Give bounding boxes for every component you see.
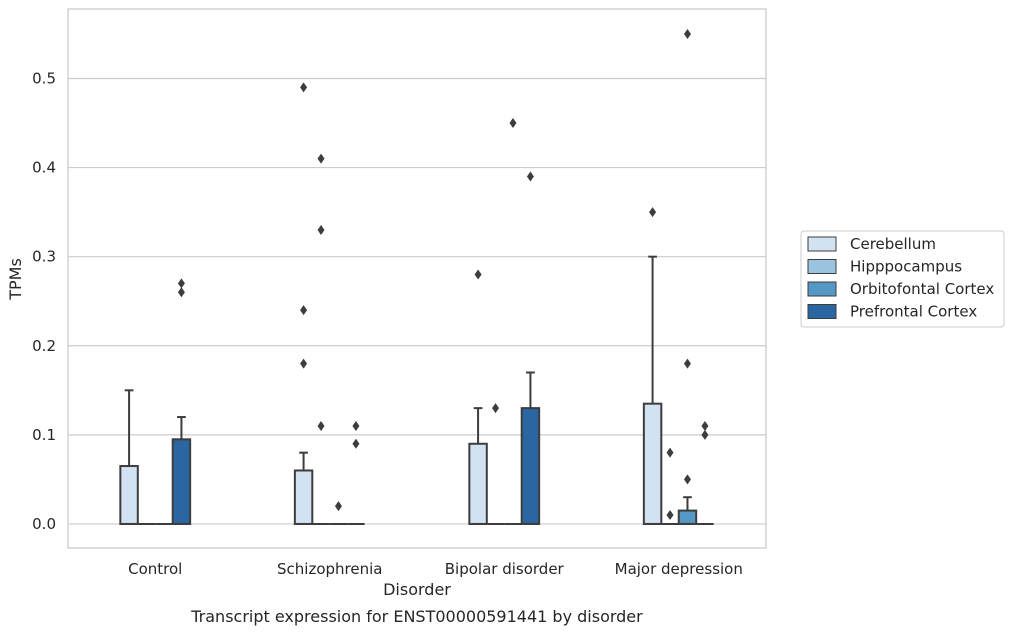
y-tick-label: 0.4 [32, 159, 56, 177]
legend-swatch [807, 236, 837, 252]
y-tick-label: 0.0 [32, 515, 56, 533]
box-1-4 [642, 255, 663, 525]
outlier-point [474, 269, 482, 280]
legend-swatch [807, 281, 837, 297]
outlier-point [317, 224, 325, 235]
outlier-point [649, 207, 657, 218]
outlier-point [666, 447, 674, 458]
legend-label: Cerebellum [850, 235, 936, 253]
outlier-point [352, 420, 360, 431]
y-tick-label: 0.3 [32, 248, 56, 266]
legend-label: Prefrontal Cortex [850, 303, 977, 321]
x-tick-labels: Control Schizophrenia Bipolar disorder Majo… [128, 560, 743, 578]
outlier-point [509, 118, 517, 129]
outlier-point [352, 438, 360, 449]
x-tick-label: Bipolar disorder [445, 560, 565, 578]
outlier-point [683, 358, 691, 369]
chart-caption: Transcript expression for ENST0000059144… [190, 607, 643, 626]
box-body [468, 442, 488, 525]
x-axis-label: Disorder [383, 580, 451, 599]
outlier-point [177, 278, 185, 289]
outlier-point [701, 429, 709, 440]
outlier-point [492, 403, 500, 414]
box-body [293, 469, 314, 525]
outlier-point [317, 153, 325, 164]
y-tick-label: 0.1 [32, 426, 56, 444]
outliers [177, 28, 709, 521]
box-3-4 [677, 496, 698, 525]
outlier-point [300, 82, 308, 93]
box-body [520, 407, 541, 525]
y-tick-label: 0.5 [32, 69, 56, 87]
plot-frame [67, 8, 767, 549]
box-4-3 [520, 371, 541, 525]
y-axis-label: TPMs [6, 258, 25, 301]
outlier-point [334, 501, 342, 512]
box-body [677, 509, 698, 525]
outlier-point [683, 28, 691, 39]
box-1-3 [468, 407, 488, 525]
outlier-point [701, 420, 709, 431]
outlier-point [666, 510, 674, 521]
x-tick-label: Major depression [615, 560, 743, 578]
x-tick-label: Schizophrenia [277, 560, 382, 578]
legend-swatch [807, 259, 837, 274]
box-body [642, 402, 663, 525]
legend-frame [800, 230, 1005, 328]
box-1-1 [119, 389, 139, 525]
outlier-point [317, 420, 325, 431]
box-1-2 [293, 451, 314, 525]
outlier-point [683, 474, 691, 485]
y-tick-labels: 0.0 0.1 0.2 0.3 0.4 0.5 [32, 69, 56, 532]
outlier-point [526, 171, 534, 182]
box-body [119, 465, 139, 525]
legend-swatch [807, 304, 837, 319]
x-tick-label: Control [128, 560, 182, 578]
legend: Cerebellum Hipppocampus Orbitofontal Corte… [800, 230, 1005, 328]
box-4-1 [171, 416, 192, 525]
outlier-point [177, 287, 185, 298]
box-body [171, 438, 192, 525]
outlier-point [300, 305, 308, 316]
boxes [119, 255, 714, 525]
y-tick-label: 0.2 [32, 337, 56, 355]
legend-label: Orbitofontal Cortex [850, 280, 994, 298]
legend-label: Hipppocampus [850, 258, 962, 276]
outlier-point [300, 358, 308, 369]
